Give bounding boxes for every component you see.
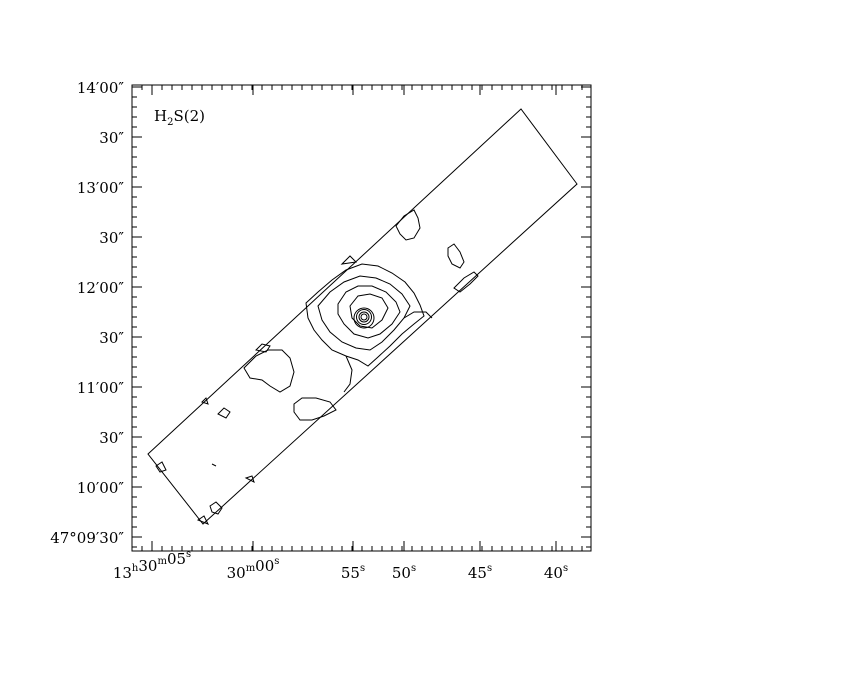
contour-main-1 xyxy=(305,263,425,367)
contour-blob-l xyxy=(244,475,255,483)
contour-blob-c xyxy=(453,271,479,293)
contour-core-1 xyxy=(360,313,368,321)
contours xyxy=(155,209,479,525)
contour-main-3 xyxy=(337,285,401,339)
y-tick-label: 30″ xyxy=(99,229,124,247)
contour-blob-a xyxy=(395,209,421,241)
contour-blob-k xyxy=(196,515,210,525)
slit-outline xyxy=(147,108,578,525)
chart-label: H2S(2) xyxy=(154,107,205,128)
y-tick-label: 47°09′30″ xyxy=(50,529,124,547)
contour-blob-j xyxy=(209,501,223,515)
major-ticks xyxy=(132,85,591,551)
contour-blob-b xyxy=(447,243,465,269)
y-tick-label: 30″ xyxy=(99,129,124,147)
contour-blob-i xyxy=(155,461,167,473)
x-tick-label: 50s xyxy=(392,563,416,582)
y-tick-label: 10′00″ xyxy=(77,479,125,497)
x-tick-label: 55s xyxy=(341,563,365,582)
y-axis-labels: 14′00″ 30″ 13′00″ 30″ 12′00″ 30″ 11′00″ 30″ 10′0… xyxy=(50,79,124,547)
contour-main-2 xyxy=(317,275,411,351)
y-tick-label: 14′00″ xyxy=(77,79,125,97)
y-tick-label: 13′00″ xyxy=(77,179,125,197)
contour-blob-d xyxy=(243,349,295,393)
x-tick-label: 45s xyxy=(468,563,492,582)
contour-blob-f xyxy=(293,397,337,421)
contour-blob-n xyxy=(340,255,358,265)
x-axis-labels: 13h30m05s 30m00s 55s 50s 45s 40s xyxy=(113,549,568,582)
x-tick-label: 40s xyxy=(544,563,568,582)
y-tick-label: 30″ xyxy=(99,429,124,447)
x-tick-label: 13h30m05s xyxy=(113,549,191,582)
contour-main-tail xyxy=(343,355,353,393)
y-tick-label: 12′00″ xyxy=(77,279,125,297)
contour-blob-g xyxy=(217,407,231,419)
contour-blob-m xyxy=(211,463,217,467)
contour-blob-e xyxy=(254,343,271,353)
contour-core-4 xyxy=(353,307,375,329)
y-tick-label: 30″ xyxy=(99,329,124,347)
x-tick-label: 30m00s xyxy=(227,556,280,582)
contour-main-right xyxy=(403,311,433,319)
contour-blob-h xyxy=(201,397,209,405)
contour-core-2 xyxy=(358,311,370,323)
contour-main-4 xyxy=(349,293,389,329)
contour-core-3 xyxy=(356,309,372,325)
y-tick-label: 11′00″ xyxy=(77,379,125,397)
